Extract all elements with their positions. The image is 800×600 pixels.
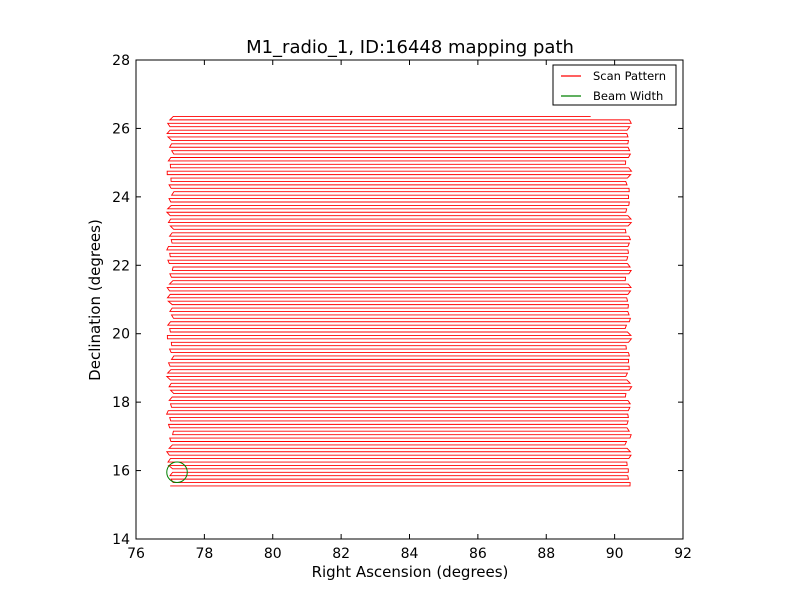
legend-label-scan-pattern: Scan Pattern bbox=[593, 69, 666, 83]
y-tick-label: 28 bbox=[112, 53, 130, 69]
y-tick-label: 22 bbox=[112, 258, 130, 274]
x-tick-label: 88 bbox=[537, 546, 555, 562]
x-tick-label: 80 bbox=[264, 546, 282, 562]
x-axis-ticks: 76 78 80 82 84 86 88 90 92 bbox=[127, 60, 692, 562]
beam-width-circle bbox=[166, 461, 188, 484]
beam-width-series bbox=[166, 461, 188, 484]
x-axis-label: Right Ascension (degrees) bbox=[312, 563, 509, 581]
y-tick-label: 18 bbox=[112, 395, 130, 411]
x-tick-label: 78 bbox=[195, 546, 213, 562]
chart-title: M1_radio_1, ID:16448 mapping path bbox=[246, 37, 574, 58]
x-tick-label: 82 bbox=[332, 546, 350, 562]
x-tick-label: 92 bbox=[674, 546, 692, 562]
y-tick-label: 24 bbox=[112, 190, 130, 206]
x-tick-label: 76 bbox=[127, 546, 145, 562]
x-tick-label: 90 bbox=[606, 546, 624, 562]
y-tick-label: 26 bbox=[112, 121, 130, 137]
legend: Scan Pattern Beam Width bbox=[552, 64, 677, 106]
scan-pattern-series bbox=[165, 115, 633, 487]
legend-box bbox=[552, 64, 677, 106]
y-tick-label: 16 bbox=[112, 464, 130, 480]
legend-label-beam-width: Beam Width bbox=[593, 89, 663, 103]
scan-pattern-line bbox=[165, 115, 633, 487]
y-tick-label: 14 bbox=[112, 532, 130, 548]
y-axis-ticks: 14 16 18 20 22 24 26 28 bbox=[112, 53, 683, 548]
y-axis-label: Declination (degrees) bbox=[86, 219, 104, 381]
x-tick-label: 86 bbox=[469, 546, 487, 562]
y-tick-label: 20 bbox=[112, 327, 130, 343]
x-tick-label: 84 bbox=[401, 546, 419, 562]
